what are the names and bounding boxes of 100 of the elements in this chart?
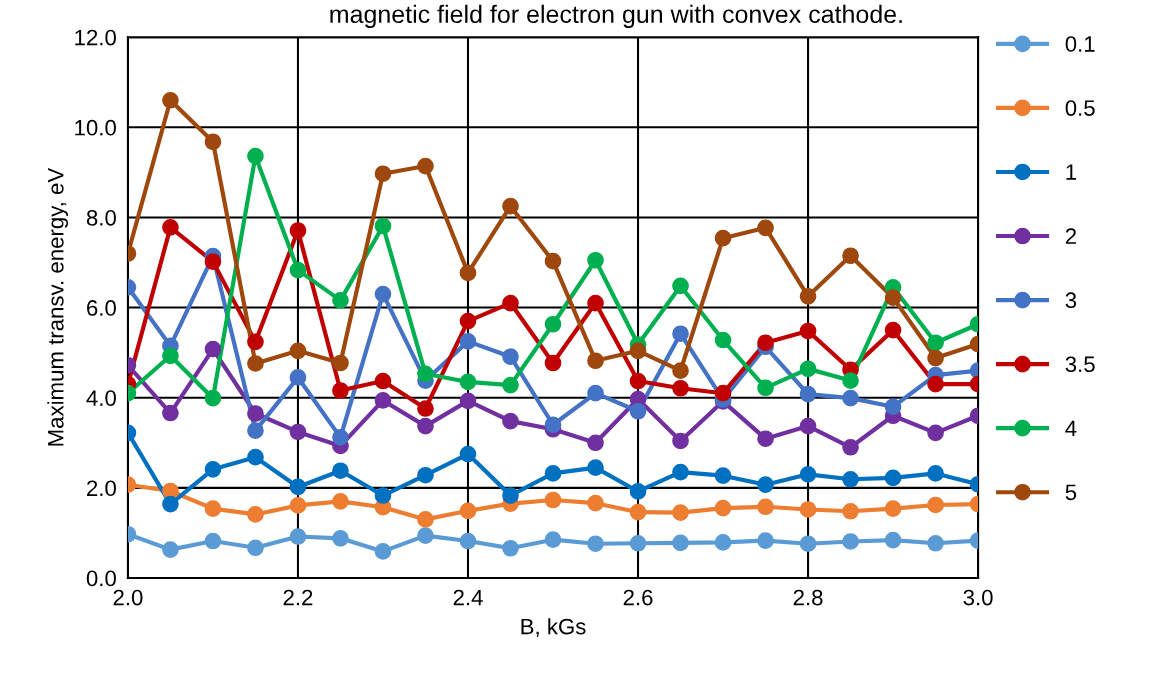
point <box>629 483 647 500</box>
point <box>714 467 732 485</box>
point <box>757 532 774 549</box>
point <box>459 312 477 330</box>
legend-label: 3 <box>1065 292 1077 309</box>
point <box>204 133 222 151</box>
y-tick-label: 12.0 <box>75 29 116 46</box>
point <box>587 294 604 312</box>
point <box>204 532 222 550</box>
y-tick-label: 8.0 <box>86 209 116 226</box>
point <box>162 495 179 513</box>
point <box>842 247 859 265</box>
y-tick-label: 0.0 <box>86 570 116 587</box>
point <box>374 165 392 183</box>
point <box>459 445 477 463</box>
point <box>289 369 307 386</box>
legend-label: 3.5 <box>1065 356 1095 373</box>
point <box>289 497 307 514</box>
point <box>884 469 902 487</box>
point <box>927 334 944 352</box>
x-tick-label: 2.8 <box>793 589 823 606</box>
point <box>884 500 902 517</box>
point <box>672 362 689 380</box>
point <box>799 322 817 340</box>
point <box>289 222 307 239</box>
point <box>842 470 859 488</box>
point <box>332 493 349 510</box>
point <box>544 416 562 434</box>
point <box>204 253 222 270</box>
point <box>757 430 774 448</box>
point <box>332 429 349 446</box>
point <box>204 461 222 478</box>
point <box>417 527 434 544</box>
legend-label: 0.5 <box>1065 100 1095 116</box>
point <box>502 348 519 366</box>
point <box>332 354 349 372</box>
point <box>162 541 179 558</box>
y-axis-title: Maximum transv. energy, eV <box>47 167 69 446</box>
y-tick-label: 10.0 <box>75 119 116 136</box>
point <box>417 365 434 383</box>
point <box>289 261 307 279</box>
point <box>374 217 392 235</box>
point <box>502 197 519 215</box>
point <box>162 91 179 109</box>
point <box>544 315 562 333</box>
point <box>672 277 689 295</box>
point <box>247 405 264 422</box>
point <box>544 354 562 372</box>
point <box>374 543 392 560</box>
point <box>289 342 307 360</box>
point <box>629 402 647 420</box>
point <box>247 506 264 523</box>
point <box>587 352 604 370</box>
point <box>204 389 222 407</box>
legend-label: 5 <box>1065 484 1077 501</box>
point <box>162 347 179 365</box>
point <box>884 321 902 339</box>
point <box>842 502 859 520</box>
chart-title: magnetic field for electron gun with convex cathode. <box>330 4 902 29</box>
point <box>842 533 859 550</box>
legend-label: 0.1 <box>1065 36 1095 52</box>
point <box>587 384 604 402</box>
x-tick-label: 2.2 <box>283 589 313 606</box>
point <box>629 503 647 521</box>
point <box>672 379 689 397</box>
point <box>502 539 519 557</box>
point <box>714 384 732 402</box>
point <box>842 389 859 407</box>
point <box>799 501 817 518</box>
point <box>884 289 902 306</box>
point <box>459 532 477 550</box>
point <box>757 476 774 494</box>
point <box>714 499 732 517</box>
point <box>587 459 604 476</box>
point <box>247 333 264 351</box>
point <box>247 355 264 372</box>
point <box>672 325 689 343</box>
point <box>714 229 732 247</box>
point <box>672 534 689 552</box>
point <box>247 422 264 439</box>
point <box>374 392 392 409</box>
point <box>502 294 519 312</box>
point <box>799 360 817 378</box>
point <box>587 494 604 512</box>
point <box>927 534 944 552</box>
point <box>544 531 562 549</box>
point <box>884 531 902 549</box>
point <box>672 504 689 521</box>
point <box>544 465 562 482</box>
point <box>162 219 179 236</box>
point <box>799 385 817 403</box>
point <box>332 292 349 309</box>
point <box>459 333 477 350</box>
point <box>459 264 477 282</box>
point <box>799 535 817 553</box>
point <box>672 432 689 450</box>
point <box>884 398 902 416</box>
point <box>757 219 774 237</box>
point <box>757 498 774 516</box>
point <box>459 392 477 410</box>
